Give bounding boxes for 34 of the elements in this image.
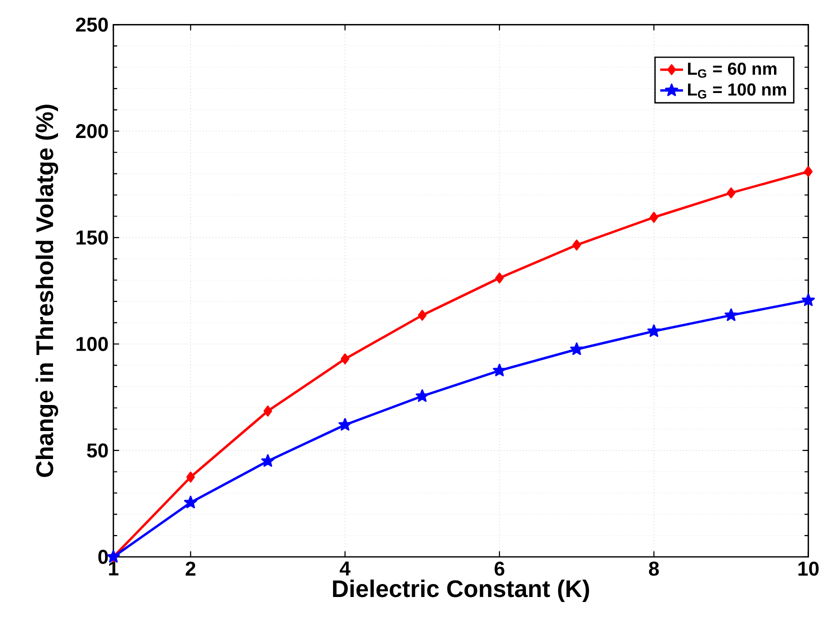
point [647,324,660,337]
point [261,454,274,467]
x-tick-label: 2 [186,561,196,576]
y-tick-label: 150 [76,230,108,245]
legend-label: L$_{G}$ = 100 nm [688,83,786,98]
point [570,342,584,355]
point [264,405,272,416]
x-tick-label: 10 [798,561,819,576]
point [340,353,350,364]
point [572,239,581,250]
point [724,308,738,321]
y-tick-label: 100 [76,336,108,351]
x-axis-title: Dielectric Constant (K) [333,579,590,602]
legend-label: L$_{G}$ = 60 nm [688,62,776,78]
point [492,364,506,376]
point [726,187,736,198]
point [338,418,352,430]
x-tick-label: 6 [494,561,504,576]
y-tick-label: 50 [87,443,108,458]
point [186,471,195,482]
point [418,310,427,321]
y-tick-label: 250 [76,17,108,32]
y-tick-label: 200 [76,124,108,138]
point [184,496,198,508]
point [650,212,658,223]
x-tick-label: 4 [340,561,350,576]
point [802,293,815,306]
y-tick-label: 0 [98,550,108,564]
x-tick-label: 1 [109,561,118,576]
point [804,166,813,177]
point [416,389,429,402]
y-axis-title: Change in Threshold Volatge (%) [36,104,58,477]
point [495,272,504,284]
x-tick-label: 8 [648,561,659,576]
